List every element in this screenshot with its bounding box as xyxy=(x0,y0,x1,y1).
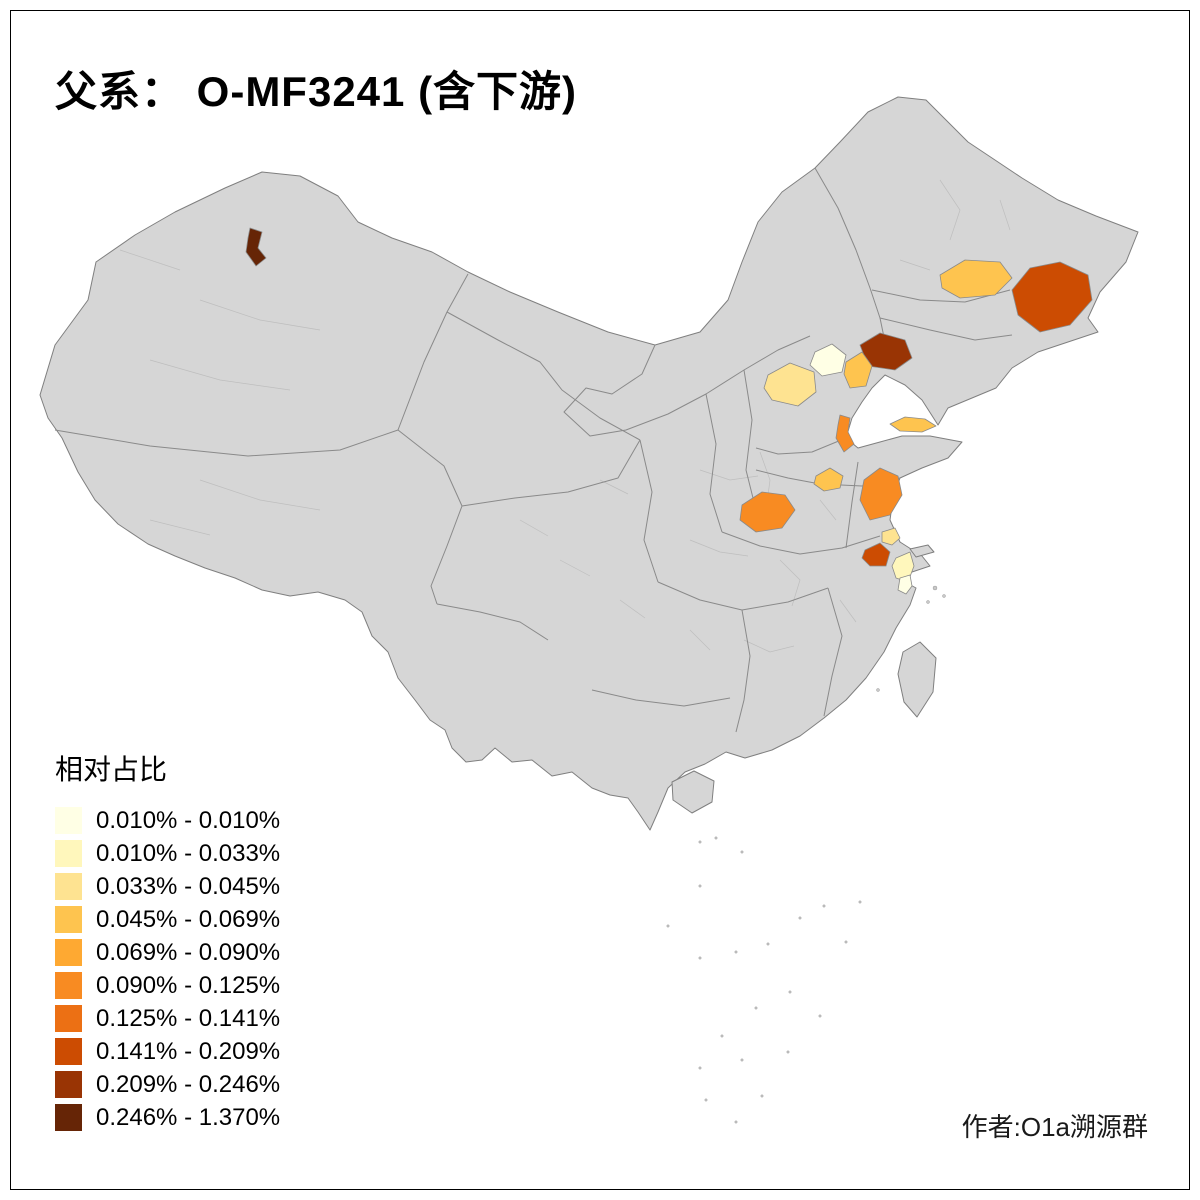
region-henan-central xyxy=(739,491,796,533)
region-jilin-east xyxy=(1011,261,1093,333)
legend-item: 0.125% - 0.141% xyxy=(55,1002,280,1035)
mainland-shape xyxy=(39,96,1139,831)
prefecture-borders xyxy=(119,179,1011,653)
legend-item: 0.209% - 0.246% xyxy=(55,1068,280,1101)
legend-item: 0.010% - 0.033% xyxy=(55,837,280,870)
legend-label: 0.125% - 0.141% xyxy=(96,1005,281,1032)
legend-label: 0.045% - 0.069% xyxy=(96,906,281,933)
author-credit: 作者:O1a溯源群 xyxy=(961,1112,1148,1142)
region-jilin-west xyxy=(939,259,1013,299)
small-islands xyxy=(666,585,946,1124)
legend-swatch xyxy=(55,1005,82,1032)
region-zhejiang-north-pale xyxy=(897,574,913,595)
legend-label: 0.069% - 0.090% xyxy=(96,939,281,966)
legend-item: 0.069% - 0.090% xyxy=(55,936,280,969)
legend-label: 0.010% - 0.010% xyxy=(96,807,281,834)
legend-item: 0.090% - 0.125% xyxy=(55,969,280,1002)
region-jiangsu-mid-light xyxy=(881,527,901,546)
legend-label: 0.141% - 0.209% xyxy=(96,1038,281,1065)
region-jiangsu-north xyxy=(859,467,903,521)
legend-item: 0.141% - 0.209% xyxy=(55,1035,280,1068)
legend: 相对占比 0.010% - 0.010% 0.010% - 0.033% 0.0… xyxy=(55,748,280,1134)
chongming-island xyxy=(909,544,935,558)
hainan-island xyxy=(671,770,715,814)
legend-label: 0.246% - 1.370% xyxy=(96,1104,281,1131)
taiwan-island xyxy=(897,641,937,718)
legend-label: 0.209% - 0.246% xyxy=(96,1071,281,1098)
legend-swatch xyxy=(55,972,82,999)
region-northwest-xinjiang xyxy=(245,227,267,267)
region-shandong-southwest xyxy=(813,467,844,492)
region-hebei-east xyxy=(843,351,873,389)
highlighted-regions xyxy=(245,227,1093,595)
legend-label: 0.090% - 0.125% xyxy=(96,972,281,999)
legend-swatch xyxy=(55,1071,82,1098)
page-title: 父系： O-MF3241 (含下游) xyxy=(55,68,578,115)
legend-item: 0.246% - 1.370% xyxy=(55,1101,280,1134)
region-jiangsu-south-dark xyxy=(861,542,891,567)
legend-swatch xyxy=(55,807,82,834)
legend-item: 0.045% - 0.069% xyxy=(55,903,280,936)
legend-swatch xyxy=(55,1038,82,1065)
legend-swatch xyxy=(55,906,82,933)
region-beijing-pale xyxy=(809,343,847,377)
legend-item: 0.010% - 0.010% xyxy=(55,804,280,837)
legend-swatch xyxy=(55,840,82,867)
region-hebei-west xyxy=(763,362,817,407)
legend-item: 0.033% - 0.045% xyxy=(55,870,280,903)
legend-title: 相对占比 xyxy=(55,754,168,785)
legend-swatch xyxy=(55,939,82,966)
legend-swatch xyxy=(55,873,82,900)
region-hebei-south xyxy=(835,414,855,453)
legend-swatch xyxy=(55,1104,82,1131)
landmass-group xyxy=(39,96,1139,831)
legend-label: 0.033% - 0.045% xyxy=(96,873,281,900)
legend-label: 0.010% - 0.033% xyxy=(96,840,281,867)
region-shandong-east xyxy=(889,416,937,433)
